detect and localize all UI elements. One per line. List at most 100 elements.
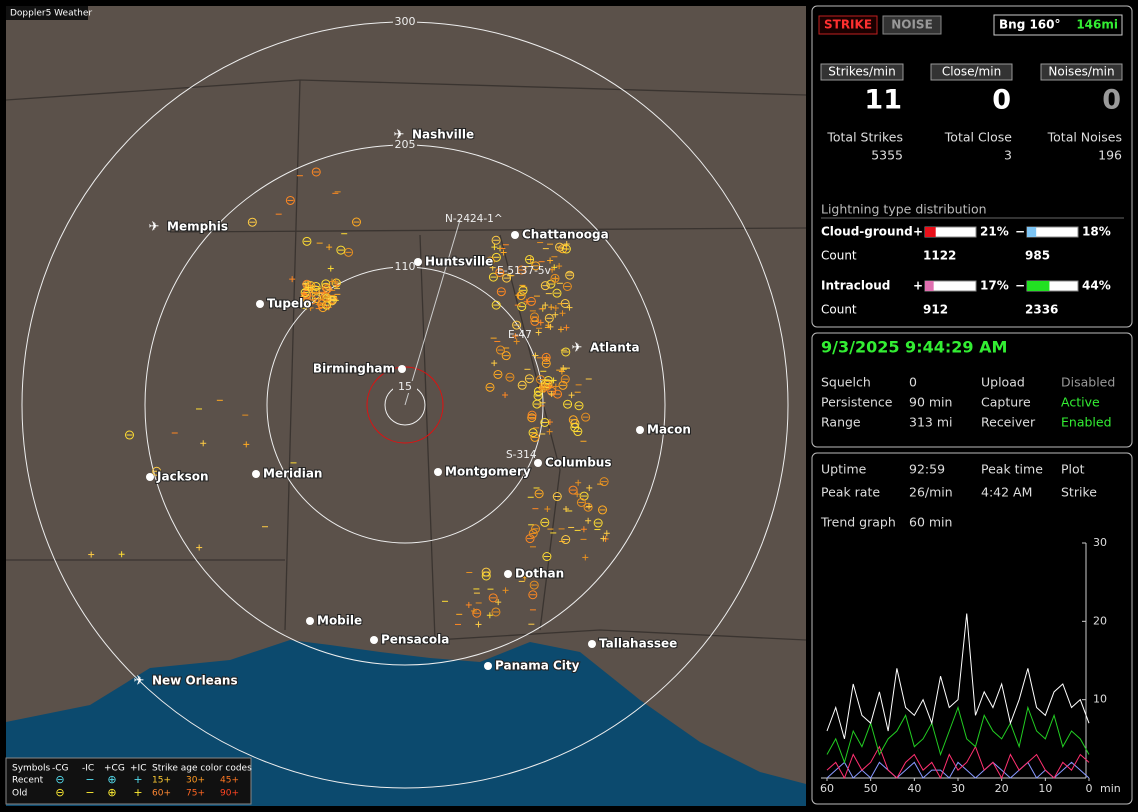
strike-symbol — [300, 288, 310, 298]
city-dot — [146, 473, 154, 481]
strike-symbol — [518, 285, 528, 295]
strike-symbol — [552, 288, 562, 298]
strike-symbol — [528, 528, 538, 538]
type-name: Intracloud — [821, 279, 890, 293]
city-label: Chattanooga — [522, 228, 609, 242]
legend-symbol-label: +CG — [104, 764, 125, 774]
sign: + — [913, 279, 923, 293]
strike-symbol — [491, 607, 501, 617]
strike-symbol — [317, 299, 327, 309]
ring-label-bg — [393, 139, 417, 151]
legend-symbol-label: -IC — [82, 764, 94, 774]
legend-glyph: ⊕ — [107, 773, 116, 786]
ring-label: 300 — [395, 15, 416, 28]
noise-button[interactable] — [882, 15, 942, 35]
strike-symbol — [311, 167, 321, 177]
total-label: Total Close — [944, 130, 1013, 145]
strike-symbol — [532, 399, 542, 409]
strike-symbol — [550, 273, 560, 283]
city-dot — [252, 470, 260, 478]
legend-glyph: ⊖ — [55, 786, 64, 799]
city-label: Tupelo — [267, 297, 312, 311]
ring-label: 110 — [395, 260, 416, 273]
y-tick-label: 20 — [1093, 614, 1107, 627]
strike-symbol — [576, 497, 586, 507]
strike-symbol — [528, 590, 538, 600]
legend-glyph: + — [133, 773, 142, 786]
ring-label: 15 — [398, 380, 412, 393]
strike-symbol — [534, 489, 544, 499]
city-label: Montgomery — [445, 465, 531, 479]
noise-text[interactable]: NOISE — [891, 18, 933, 32]
city-label: Pensacola — [381, 633, 449, 647]
total-value: 5355 — [871, 148, 903, 163]
legend-age: 45+ — [220, 776, 239, 786]
strike-symbol — [552, 492, 562, 502]
uptime-panel — [811, 452, 1133, 805]
city-label: Tallahassee — [599, 637, 677, 651]
legend-age: 15+ — [152, 776, 171, 786]
status-cell: Upload — [981, 375, 1025, 390]
percent: 17% — [980, 279, 1009, 293]
percent: 44% — [1082, 279, 1111, 293]
strike-symbol — [491, 235, 501, 245]
uptime-cell: 26/min — [909, 485, 953, 500]
legend-age: 90+ — [220, 789, 239, 799]
city-dot — [256, 300, 264, 308]
city-label: Columbus — [545, 456, 612, 470]
strike-symbol — [307, 295, 317, 305]
strike-symbol — [562, 281, 572, 291]
rate-value: 0 — [1102, 85, 1121, 116]
bar — [925, 227, 936, 237]
city-label: Macon — [647, 423, 691, 437]
rate-header: Close/min — [942, 65, 1001, 79]
strike-symbol — [501, 351, 511, 361]
total-value: 3 — [1004, 148, 1012, 163]
strike-symbol — [336, 245, 346, 255]
rate-header: Noises/min — [1048, 65, 1114, 79]
uptime-cell: Uptime — [821, 462, 867, 477]
count-label: Count — [821, 303, 857, 317]
strike-symbol — [152, 466, 162, 476]
trend-line — [826, 745, 1090, 780]
x-tick-label: 60 — [820, 782, 834, 795]
strike-symbol — [485, 256, 495, 266]
strike-symbol — [524, 374, 534, 384]
rate-header-box — [1040, 63, 1123, 81]
airport-icon: ✈ — [394, 128, 405, 143]
x-tick-label: 50 — [864, 782, 878, 795]
strike-text[interactable]: STRIKE — [824, 18, 872, 32]
strike-symbol — [531, 524, 541, 534]
strike-symbol — [491, 300, 501, 310]
sign: + — [913, 225, 923, 239]
strike-symbol — [351, 217, 361, 227]
legend-codes: Strike age color codes — [152, 764, 252, 774]
strike-symbol — [302, 236, 312, 246]
strike-tag: E-5137-5v — [497, 265, 551, 277]
bar — [1027, 281, 1050, 291]
city-dot — [434, 468, 442, 476]
ring-label-bg — [393, 261, 417, 273]
strike-symbol — [517, 265, 527, 275]
strike-symbol — [561, 535, 571, 545]
strike-symbol — [516, 291, 526, 301]
strike-symbol — [553, 389, 563, 399]
strike-symbol — [555, 242, 565, 252]
city-dot — [511, 231, 519, 239]
strike-button[interactable] — [818, 15, 878, 35]
status-cell: Enabled — [1061, 415, 1112, 430]
ring-label: 205 — [395, 138, 416, 151]
city-dot — [636, 426, 644, 434]
strike-tag: E-47 — [508, 329, 532, 341]
datetime: 9/3/2025 9:44:29 AM — [821, 338, 1007, 357]
strike-symbol — [525, 534, 535, 544]
city-label: Panama City — [495, 659, 580, 673]
strike-symbol — [481, 571, 491, 581]
rate-header: Strikes/min — [828, 65, 895, 79]
strike-symbol — [526, 296, 536, 306]
legend-symbol-label: -CG — [52, 764, 69, 774]
bar — [925, 281, 934, 291]
uptime-cell: Plot — [1061, 462, 1085, 477]
status-cell: Active — [1061, 395, 1100, 410]
